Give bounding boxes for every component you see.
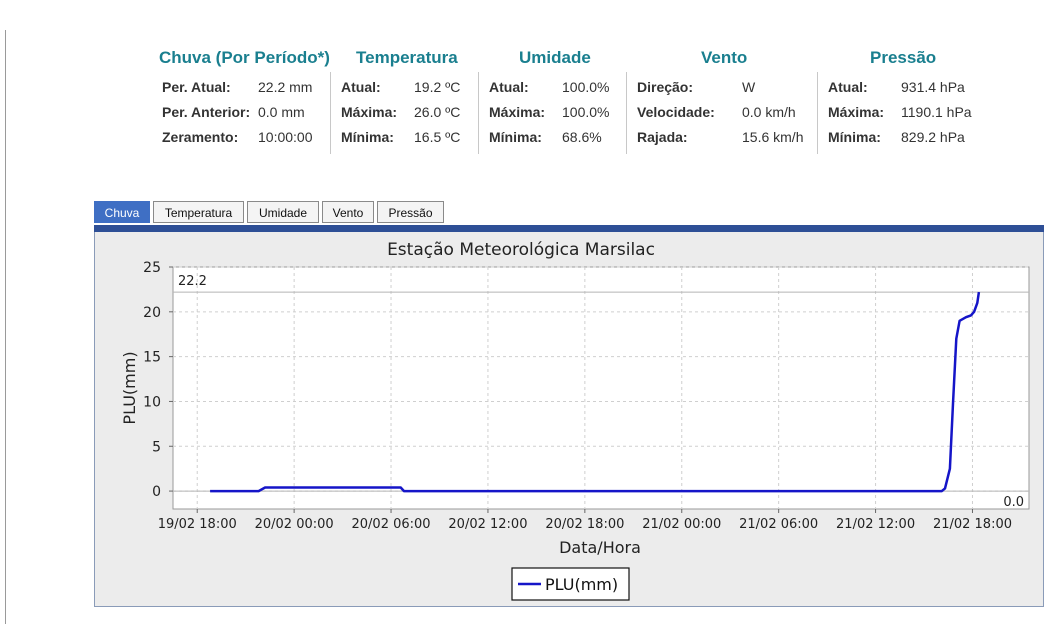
pressao-label: Mínima: [828, 129, 881, 145]
series-line-plu [210, 291, 981, 493]
legend-label: PLU(mm) [545, 575, 618, 594]
vento-label: Velocidade: [637, 104, 715, 120]
chuva-value: 0.0 mm [258, 104, 305, 120]
chuva-section: Chuva (Por Período*) Per. Atual: 22.2 mm… [155, 44, 330, 156]
vento-label: Rajada: [637, 129, 688, 145]
chuva-label: Per. Atual: [162, 79, 231, 95]
tab-pressao[interactable]: Pressão [377, 201, 444, 223]
umidade-label: Máxima: [489, 104, 546, 120]
umidade-label: Mínima: [489, 129, 542, 145]
legend: PLU(mm) [511, 567, 630, 601]
x-tick-label: 20/02 06:00 [352, 517, 431, 532]
y-tick-label: 10 [143, 394, 161, 410]
pressao-section: Pressão Atual: 931.4 hPa Máxima: 1190.1 … [822, 44, 992, 156]
vento-section: Vento Direção: W Velocidade: 0.0 km/h Ra… [631, 44, 811, 156]
section-divider [817, 72, 818, 154]
y-axis: 0 5 10 15 20 25 [143, 260, 173, 500]
chuva-label: Per. Anterior: [162, 104, 251, 120]
rain-chart: Estação Meteorológica Marsilac 22.2 0.0 0… [120, 240, 1030, 601]
marker-label: 22.2 [178, 274, 207, 289]
umidade-value: 100.0% [562, 104, 610, 120]
umidade-value: 68.6% [562, 129, 602, 145]
x-tick-label: 21/02 12:00 [836, 517, 915, 532]
pressao-value: 1190.1 hPa [901, 104, 972, 120]
x-tick-label: 21/02 06:00 [739, 517, 818, 532]
umidade-value: 100.0% [562, 79, 610, 95]
series-group [210, 291, 981, 493]
x-tick-label: 19/02 18:00 [158, 517, 237, 532]
pressao-value: 829.2 hPa [901, 129, 965, 145]
temperatura-value: 19.2 ºC [414, 79, 461, 95]
temperatura-value: 26.0 ºC [414, 104, 461, 120]
umidade-section: Umidade Atual: 100.0% Máxima: 100.0% Mín… [483, 44, 623, 156]
tab-umidade[interactable]: Umidade [247, 201, 319, 223]
x-tick-label: 20/02 12:00 [448, 517, 527, 532]
y-tick-label: 0 [152, 484, 161, 500]
vento-value: 15.6 km/h [742, 129, 804, 145]
x-axis: 19/02 18:00 20/02 00:00 20/02 06:00 20/02 1… [158, 509, 1012, 532]
temperatura-label: Mínima: [341, 129, 394, 145]
temperatura-label: Atual: [341, 79, 381, 95]
tab-vento[interactable]: Vento [322, 201, 374, 223]
chuva-value: 10:00:00 [258, 129, 313, 145]
x-axis-label: Data/Hora [559, 538, 641, 557]
left-divider [5, 30, 6, 624]
pressao-label: Atual: [828, 79, 868, 95]
temperatura-label: Máxima: [341, 104, 398, 120]
chart-title: Estação Meteorológica Marsilac [387, 240, 655, 260]
pressao-label: Máxima: [828, 104, 885, 120]
x-tick-label: 20/02 18:00 [545, 517, 624, 532]
vento-title: Vento [701, 48, 748, 67]
chart-panel: Estação Meteorológica Marsilac 22.2 0.0 0… [94, 232, 1044, 607]
plot-area [172, 266, 1030, 510]
section-divider [478, 72, 479, 154]
section-divider [626, 72, 627, 154]
tab-temperatura[interactable]: Temperatura [153, 201, 244, 223]
temperatura-value: 16.5 ºC [414, 129, 461, 145]
section-divider [330, 72, 331, 154]
chuva-label: Zeramento: [162, 129, 239, 145]
tab-bar [94, 225, 1044, 232]
x-tick-label: 20/02 00:00 [255, 517, 334, 532]
chuva-value: 22.2 mm [258, 79, 313, 95]
vento-value: W [742, 79, 756, 95]
pressao-title: Pressão [870, 48, 937, 67]
vento-label: Direção: [637, 79, 694, 95]
y-tick-label: 20 [143, 305, 161, 321]
y-tick-label: 5 [152, 439, 161, 455]
temperatura-section: Temperatura Atual: 19.2 ºC Máxima: 26.0 … [335, 44, 475, 156]
y-tick-label: 25 [143, 260, 161, 276]
tab-chuva[interactable]: Chuva [94, 201, 150, 223]
umidade-label: Atual: [489, 79, 529, 95]
pressao-value: 931.4 hPa [901, 79, 965, 95]
marker-label: 0.0 [1003, 495, 1024, 510]
temperatura-title: Temperatura [356, 48, 458, 67]
chuva-title: Chuva (Por Período*) [159, 48, 330, 67]
y-axis-label: PLU(mm) [120, 351, 139, 424]
vento-value: 0.0 km/h [742, 104, 796, 120]
y-tick-label: 15 [143, 350, 161, 366]
umidade-title: Umidade [519, 48, 591, 67]
x-tick-label: 21/02 00:00 [642, 517, 721, 532]
x-tick-label: 21/02 18:00 [933, 517, 1012, 532]
